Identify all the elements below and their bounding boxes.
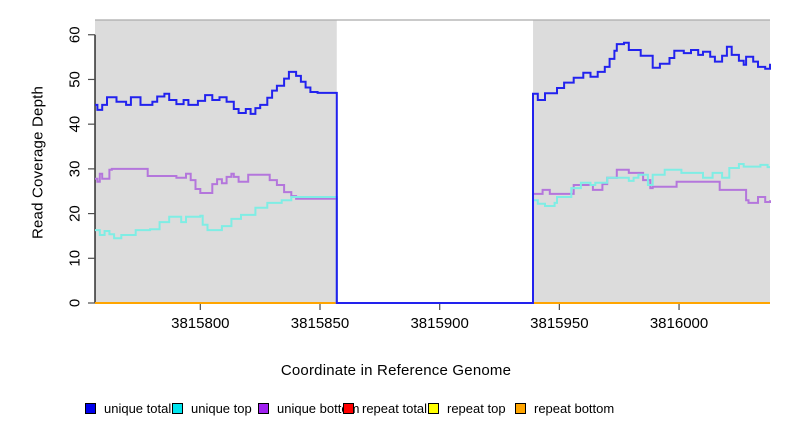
legend-swatch-repeat-bottom	[515, 402, 526, 414]
legend-label: repeat top	[447, 400, 506, 416]
legend-swatch-repeat-total	[343, 402, 354, 414]
y-axis-title: Read Coverage Depth	[29, 85, 47, 240]
x-tick-label: 3815800	[171, 315, 229, 332]
shaded-region-2	[533, 20, 770, 303]
y-tick-label: 50	[67, 71, 84, 88]
y-tick-label: 10	[67, 250, 84, 267]
shaded-region-1	[95, 20, 337, 303]
legend-item-repeat-top: repeat top	[428, 398, 506, 418]
legend-swatch-unique-total	[85, 402, 96, 414]
legend-label: unique total	[104, 400, 172, 416]
legend-swatch-repeat-top	[428, 402, 439, 414]
y-tick-label: 20	[67, 205, 84, 222]
x-tick-label: 3815850	[291, 315, 349, 332]
legend-swatch-unique-top	[172, 402, 183, 414]
legend-label: repeat total	[362, 400, 428, 416]
y-tick-label: 30	[67, 161, 84, 178]
legend-item-unique-top: unique top	[172, 398, 252, 418]
x-tick-label: 3815900	[410, 315, 468, 332]
series-line-unique-bottom	[95, 167, 771, 304]
legend-label: repeat bottom	[534, 400, 615, 416]
x-tick-label: 3815950	[530, 315, 588, 332]
legend-swatch-unique-bottom	[258, 402, 269, 414]
legend-item-repeat-total: repeat total	[343, 398, 427, 418]
series-line-unique-top	[95, 163, 770, 304]
legend-label: unique top	[191, 400, 252, 416]
series-line-unique-total	[95, 41, 771, 304]
x-tick-label: 3816000	[650, 315, 708, 332]
legend: unique total unique top unique bottom repea…	[0, 398, 792, 420]
legend-label: unique bottom	[277, 400, 360, 416]
x-axis-title: Coordinate in Reference Genome	[280, 362, 512, 379]
legend-item-repeat-bottom: repeat bottom	[515, 398, 614, 418]
legend-item-unique-total: unique total	[85, 398, 171, 418]
y-tick-label: 0	[67, 299, 84, 307]
legend-item-unique-bottom: unique bottom	[258, 398, 359, 418]
y-tick-label: 60	[67, 26, 84, 43]
y-tick-label: 40	[67, 116, 84, 133]
